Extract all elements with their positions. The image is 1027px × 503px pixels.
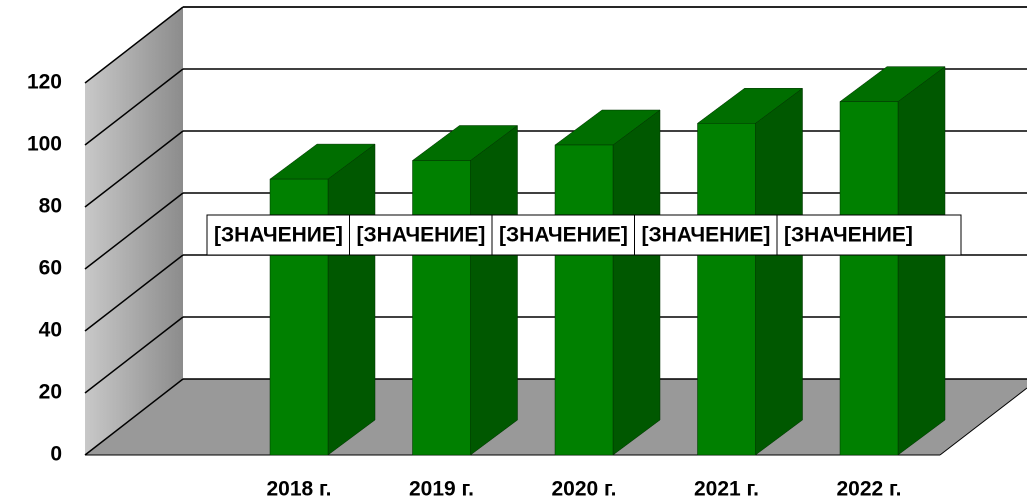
grid-line	[84, 378, 184, 456]
bar	[554, 144, 614, 456]
data-label: [ЗНАЧЕНИЕ]	[357, 224, 486, 247]
bar-side	[755, 87, 803, 456]
grid-line	[84, 6, 184, 84]
grid-line	[84, 254, 184, 332]
y-tick-label: 100	[27, 133, 62, 156]
data-label: [ЗНАЧЕНИЕ]	[214, 224, 343, 247]
bar	[697, 123, 756, 456]
x-tick-label: 2021 г.	[694, 478, 759, 501]
data-label: [ЗНАЧЕНИЕ]	[499, 224, 628, 247]
x-tick-label: 2019 г.	[409, 478, 474, 501]
data-label-box	[776, 214, 962, 256]
bar-side	[612, 109, 661, 456]
y-tick-label: 120	[27, 71, 62, 94]
data-label: [ЗНАЧЕНИЕ]	[642, 224, 771, 247]
x-tick-label: 2022 г.	[836, 478, 901, 501]
y-tick-label: 0	[50, 443, 62, 466]
grid-line	[84, 130, 184, 208]
x-tick-label: 2018 г.	[266, 478, 331, 501]
y-tick-label: 40	[39, 319, 62, 342]
x-tick-label: 2020 г.	[551, 478, 616, 501]
grid-line	[84, 68, 184, 146]
y-tick-label: 60	[39, 257, 62, 280]
bar-side	[327, 143, 376, 456]
grid-line	[84, 192, 184, 270]
bar-side	[897, 66, 946, 456]
data-label: [ЗНАЧЕНИЕ]	[784, 224, 913, 247]
bar	[412, 160, 471, 456]
y-tick-label: 20	[39, 381, 62, 404]
bar	[839, 101, 899, 456]
bar-side	[470, 125, 518, 456]
axis-line	[939, 387, 1027, 456]
y-tick-label: 80	[39, 195, 62, 218]
grid-line	[84, 316, 184, 394]
